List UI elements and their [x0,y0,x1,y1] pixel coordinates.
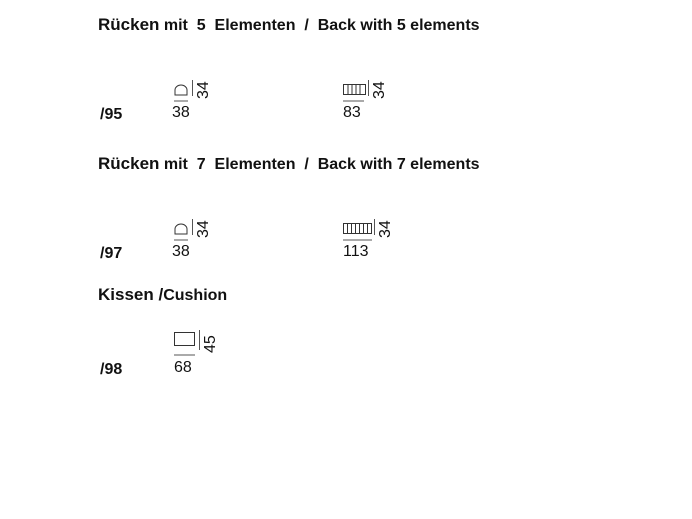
back-5-elements-icon [343,84,366,102]
dimension-bar [199,330,200,350]
article-code: /98 [100,361,123,378]
section-heading: Rücken mit 5 Elementen / Back with 5 ele… [98,15,480,34]
section-heading: Rücken mit 7 Elementen / Back with 7 ele… [98,154,480,173]
article-code: /95 [100,106,123,123]
height-value: 34 [377,220,394,238]
width-value: 83 [343,104,361,121]
dimension-bar [368,80,369,96]
height-value: 34 [371,81,388,99]
height-value: 34 [195,81,212,99]
width-value: 38 [172,243,190,260]
height-value: 45 [202,335,219,353]
dimension-bar [192,80,193,96]
width-value: 113 [343,243,369,260]
cushion-icon [174,332,195,356]
section-heading: Kissen /Cushion [98,285,228,304]
width-value: 68 [174,359,192,376]
dimension-bar [192,219,193,235]
back-cushion-icon [174,84,188,102]
width-value: 38 [172,104,190,121]
height-value: 34 [195,220,212,238]
article-code: /97 [100,245,123,262]
back-7-elements-icon [343,223,372,241]
back-cushion-icon [174,223,188,241]
dimension-bar [374,219,375,235]
